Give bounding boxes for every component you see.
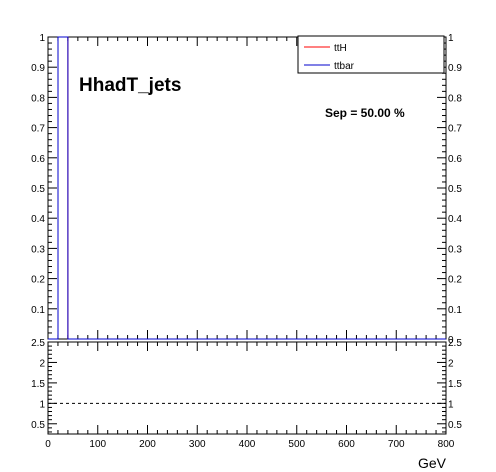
main-y-tick-label-right: 0.5 bbox=[448, 184, 462, 195]
ratio-y-tick-label-right: 0.5 bbox=[448, 420, 462, 431]
ratio-y-tick-label: 2.5 bbox=[31, 338, 45, 349]
main-y-tick-label-right: 0.9 bbox=[448, 63, 462, 74]
x-tick-label: 0 bbox=[45, 439, 51, 450]
legend-label-ttbar: ttbar bbox=[334, 61, 355, 72]
main-y-tick-label: 0.8 bbox=[31, 93, 45, 104]
main-y-tick-label-right: 0.7 bbox=[448, 124, 462, 135]
main-y-tick-label-right: 0.1 bbox=[448, 305, 462, 316]
separation-text: Sep = 50.00 % bbox=[325, 106, 405, 120]
x-tick-label: 100 bbox=[89, 439, 106, 450]
main-y-tick-label-right: 0.6 bbox=[448, 154, 462, 165]
main-y-tick-label: 0.1 bbox=[31, 305, 45, 316]
ratio-y-tick-label: 1 bbox=[39, 399, 45, 410]
ratio-y-tick-label-right: 1 bbox=[448, 399, 454, 410]
x-tick-label: 500 bbox=[288, 439, 305, 450]
x-tick-label: 800 bbox=[438, 439, 455, 450]
x-axis-title: GeV bbox=[418, 455, 447, 471]
main-y-tick-label: 0.4 bbox=[31, 214, 45, 225]
legend-label-tth: ttH bbox=[334, 43, 347, 54]
plot-title: HhadT_jets bbox=[79, 75, 181, 96]
main-y-tick-label-right: 0.2 bbox=[448, 275, 462, 286]
x-tick-label: 700 bbox=[388, 439, 405, 450]
ratio-y-tick-label-right: 2.5 bbox=[448, 338, 462, 349]
legend: ttH ttbar bbox=[297, 35, 445, 74]
main-y-tick-label: 0.9 bbox=[31, 63, 45, 74]
ratio-y-tick-label: 1.5 bbox=[31, 379, 45, 390]
ratio-y-tick-label: 2 bbox=[39, 358, 45, 369]
series-ttbar-line bbox=[48, 36, 446, 340]
main-y-tick-label: 0.7 bbox=[31, 124, 45, 135]
main-y-tick-label: 0.5 bbox=[31, 184, 45, 195]
main-y-tick-label-right: 0.3 bbox=[448, 244, 462, 255]
main-y-tick-label: 1 bbox=[39, 33, 45, 44]
legend-box bbox=[297, 35, 445, 74]
ratio-y-tick-label: 0.5 bbox=[31, 420, 45, 431]
ratio-y-tick-label-right: 2 bbox=[448, 358, 454, 369]
main-y-tick-label-right: 0 bbox=[448, 335, 454, 346]
ratio-y-tick-label-right: 1.5 bbox=[448, 379, 462, 390]
x-tick-label: 600 bbox=[338, 439, 355, 450]
main-y-tick-label-right: 1 bbox=[448, 33, 454, 44]
x-tick-label: 400 bbox=[239, 439, 256, 450]
main-y-tick-label: 0.3 bbox=[31, 244, 45, 255]
main-y-tick-label: 0.6 bbox=[31, 154, 45, 165]
main-y-tick-label-right: 0.4 bbox=[448, 214, 462, 225]
main-y-tick-label: 0.2 bbox=[31, 275, 45, 286]
main-y-tick-label-right: 0.8 bbox=[448, 93, 462, 104]
ratio-plot-frame bbox=[47, 341, 447, 435]
x-tick-label: 300 bbox=[189, 439, 206, 450]
x-tick-label: 200 bbox=[139, 439, 156, 450]
